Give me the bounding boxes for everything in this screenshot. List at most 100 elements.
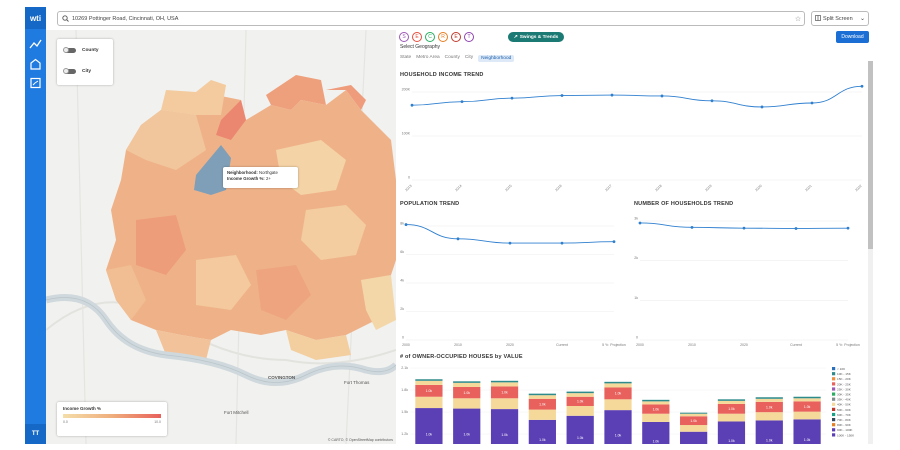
chart1-xtick-2: 2020 — [506, 343, 514, 347]
bar-8-segment-2 — [717, 403, 746, 414]
chart2-point-4 — [846, 226, 850, 230]
bar-3-segment-3 — [528, 395, 556, 399]
report-nav-icon[interactable] — [29, 76, 42, 89]
bar-7-segment-2 — [680, 416, 708, 426]
favorite-star-icon[interactable]: ☆ — [794, 15, 802, 23]
bar-2-segment-1 — [490, 398, 519, 410]
secret-tab-5[interactable]: T — [464, 32, 474, 42]
chart0-point-1 — [460, 100, 464, 104]
chart1-xtick-1: 2010 — [454, 343, 462, 347]
bar-8-segment-0 — [717, 421, 746, 444]
bar-9-label-0: 1.0k — [766, 439, 773, 443]
map-canvas[interactable] — [46, 30, 396, 444]
population-title: POPULATION TREND — [400, 201, 460, 207]
tooltip-neighborhood-value: Northgate — [259, 170, 278, 175]
choropleth-map[interactable]: County City Neighborhood: Northgate Inco… — [46, 30, 396, 444]
chart1-ytick-0: 8k — [400, 222, 404, 226]
panel-scrollbar[interactable] — [868, 61, 873, 444]
view-mode-select[interactable]: Split Screen ⌄ — [811, 11, 869, 26]
bar-4-label-0: 1.0k — [577, 436, 584, 440]
bar-8-segment-1 — [717, 413, 746, 422]
address-search-bar[interactable]: ☆ — [57, 11, 805, 26]
map-legend: Income Growth % 0.0 10.0 — [57, 402, 167, 436]
bar-legend-label-8: 50K - 60K — [837, 408, 852, 412]
download-button[interactable]: Download — [836, 31, 869, 43]
city-toggle-switch[interactable] — [63, 68, 76, 74]
bar-5-segment-2 — [604, 387, 632, 400]
bar-10-label-2: 1.0k — [804, 405, 811, 409]
secret-tab-0[interactable]: S — [399, 32, 409, 42]
map-attribution[interactable]: © CARTO, © OpenStreetMap contributors — [327, 438, 393, 442]
secret-tab-4[interactable]: E — [451, 32, 461, 42]
panel-scrollbar-thumb[interactable] — [868, 61, 873, 249]
geography-tab-county[interactable]: County — [444, 55, 460, 60]
chart1-point-0 — [404, 223, 408, 226]
bar-legend-swatch-1 — [832, 372, 836, 376]
bar-2-segment-4 — [490, 380, 519, 383]
wti-logo[interactable]: wti — [25, 7, 46, 29]
chart0-xtick-0: 2013 — [404, 184, 412, 192]
bar-legend-label-2: 15K - 20K — [837, 377, 852, 381]
bar-2-label-0: 1.0k — [501, 433, 508, 437]
swings-trends-nav-icon[interactable] — [29, 37, 42, 49]
bar-legend-swatch-0 — [832, 367, 836, 371]
place-label-covington: COVINGTON — [268, 375, 296, 380]
bar-6-segment-4 — [642, 399, 670, 402]
bar-legend-swatch-11 — [832, 423, 836, 427]
chart1-ytick-2: 4k — [400, 279, 404, 283]
chart1-point-3 — [560, 241, 564, 245]
charts-canvas[interactable]: 200K 100K 0 2013 2014 2015 2016 2017 2018 2019 202… — [396, 30, 866, 444]
chart1-point-2 — [508, 241, 512, 245]
left-nav-rail: wti TT — [25, 7, 46, 444]
bar-2-segment-0 — [490, 409, 519, 444]
county-toggle[interactable]: County — [63, 47, 99, 53]
bar-1-segment-1 — [453, 398, 481, 409]
bar-10-segment-4 — [793, 396, 821, 399]
user-avatar[interactable]: TT — [25, 424, 46, 444]
chart0-ytick-0: 200K — [402, 88, 411, 92]
home-nav-icon[interactable] — [29, 57, 42, 70]
bar-4-segment-3 — [566, 393, 594, 397]
city-toggle-label: City — [82, 69, 92, 74]
bar-2-segment-2 — [490, 386, 519, 399]
city-toggle[interactable]: City — [63, 68, 92, 74]
bar-9-segment-3 — [755, 398, 783, 402]
place-label-fort-mitchell: Fort Mitchell — [224, 410, 249, 415]
bar-4-segment-0 — [566, 415, 594, 444]
boundary-toggles-panel: County City — [57, 39, 113, 85]
swings-trends-button[interactable]: ↗ Swings & Trends — [508, 32, 564, 42]
tooltip-neighborhood-row: Neighborhood: Northgate — [227, 170, 294, 176]
bar-legend-label-1: 10K - 15K — [837, 372, 852, 376]
chart1-ytick-1: 6k — [400, 250, 404, 254]
geography-tab-city[interactable]: City — [464, 55, 474, 60]
secret-tab-1[interactable]: E — [412, 32, 422, 42]
bar-0-label-2: 1.0k — [426, 389, 433, 393]
bar-legend-swatch-8 — [832, 407, 836, 411]
chart0-xtick-9: 2022 — [854, 184, 862, 192]
bar-ytick-3: 1.2k — [401, 432, 408, 436]
bar-legend-swatch-13 — [832, 433, 836, 437]
bar-legend-swatch-3 — [832, 382, 836, 386]
geography-tab-metro-area[interactable]: Metro Area — [416, 55, 440, 60]
chart1-xtick-3: Current — [556, 343, 568, 347]
legend-max: 10.0 — [154, 420, 161, 424]
legend-min: 0.0 — [63, 420, 68, 424]
bar-10-segment-0 — [793, 419, 821, 444]
chart0-point-0 — [410, 103, 414, 107]
secret-tab-3[interactable]: R — [438, 32, 448, 42]
bar-0-segment-4 — [415, 379, 443, 381]
chart2-point-2 — [742, 226, 746, 230]
geography-tab-neighborhood[interactable]: Neighborhood — [478, 55, 515, 62]
county-toggle-switch[interactable] — [63, 47, 76, 53]
chart2-xtick-2: 2020 — [740, 343, 748, 347]
address-search-input[interactable] — [72, 15, 792, 22]
chart2-xtick-0: 2000 — [636, 343, 644, 347]
search-icon — [58, 12, 72, 25]
bar-7-segment-3 — [680, 413, 708, 417]
bar-5-segment-3 — [604, 383, 632, 388]
geography-tab-state[interactable]: State — [400, 55, 412, 60]
bar-4-segment-1 — [566, 406, 594, 416]
secret-tab-2[interactable]: C — [425, 32, 435, 42]
chart0-ytick-2: 0 — [408, 176, 410, 180]
